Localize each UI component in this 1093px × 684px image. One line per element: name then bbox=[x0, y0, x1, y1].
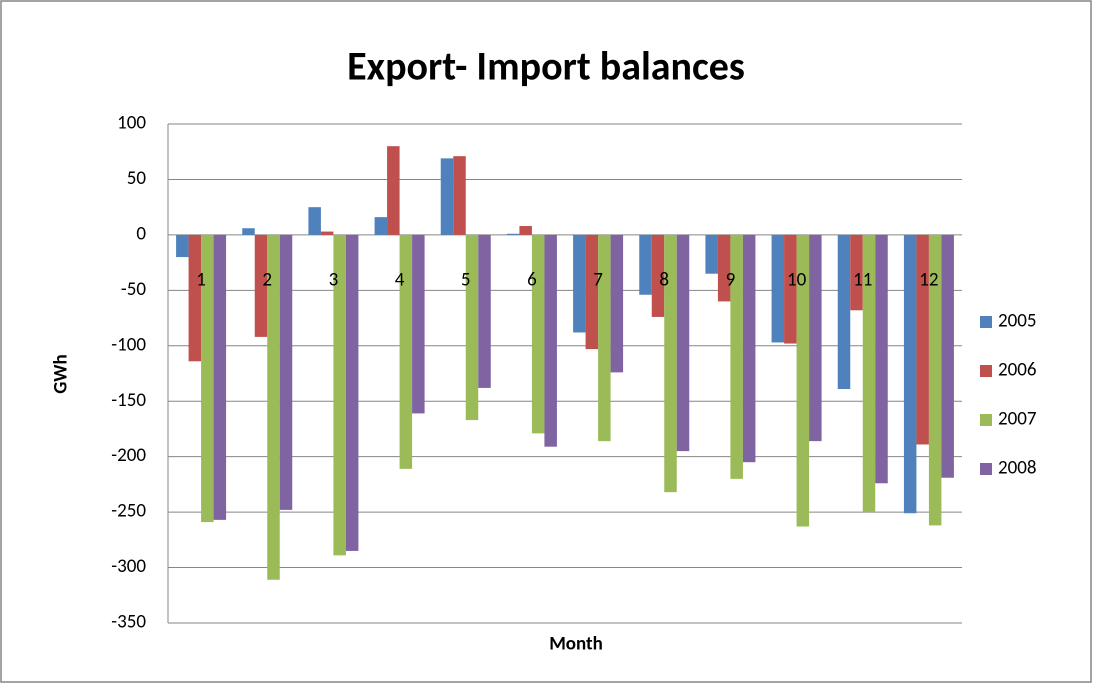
legend-label: 2007 bbox=[998, 408, 1037, 431]
bar bbox=[598, 234, 611, 442]
bar bbox=[506, 233, 520, 235]
y-tick-label: 50 bbox=[127, 167, 147, 190]
bar bbox=[639, 234, 652, 295]
bar bbox=[308, 207, 321, 235]
bar bbox=[717, 234, 731, 302]
y-tick-label: -50 bbox=[121, 278, 146, 301]
bar bbox=[242, 228, 255, 235]
y-tick-label: 100 bbox=[117, 112, 146, 135]
bar bbox=[585, 234, 599, 350]
x-tick-label: 1 bbox=[196, 268, 206, 291]
y-tick-label: -250 bbox=[111, 500, 146, 523]
x-tick-label: 6 bbox=[527, 268, 537, 291]
bar bbox=[664, 234, 677, 493]
bar bbox=[916, 234, 929, 445]
bar bbox=[705, 234, 718, 274]
bar bbox=[837, 234, 851, 390]
bar bbox=[320, 231, 334, 235]
x-tick-label: 9 bbox=[726, 268, 736, 291]
x-tick-label: 8 bbox=[659, 268, 669, 291]
bar bbox=[651, 234, 665, 317]
bar bbox=[519, 226, 532, 235]
chart-title: Export- Import balances bbox=[347, 42, 745, 91]
bar bbox=[453, 156, 466, 235]
y-tick-label: -100 bbox=[111, 333, 146, 356]
bar bbox=[345, 234, 359, 551]
bar bbox=[387, 146, 400, 235]
bar bbox=[742, 234, 756, 463]
bar bbox=[176, 234, 189, 258]
bar bbox=[796, 234, 810, 527]
bar bbox=[809, 234, 822, 442]
bar bbox=[928, 234, 942, 526]
y-tick-label: -300 bbox=[111, 555, 146, 578]
bar bbox=[862, 234, 876, 513]
legend-label: 2006 bbox=[998, 359, 1037, 382]
x-tick-label: 7 bbox=[593, 268, 603, 291]
legend-swatch bbox=[980, 365, 992, 377]
bar bbox=[771, 234, 785, 343]
x-tick-label: 2 bbox=[262, 268, 272, 291]
bar bbox=[213, 234, 227, 520]
bar bbox=[903, 234, 917, 514]
bar bbox=[201, 234, 214, 523]
bar bbox=[610, 234, 624, 373]
bar bbox=[676, 234, 690, 452]
bar bbox=[573, 234, 586, 333]
y-tick-label: 0 bbox=[136, 222, 146, 245]
x-tick-label: 11 bbox=[853, 268, 872, 291]
bar bbox=[374, 217, 388, 235]
y-tick-label: -200 bbox=[111, 444, 146, 467]
bar bbox=[531, 234, 545, 434]
bar bbox=[254, 234, 268, 337]
bar bbox=[440, 158, 454, 235]
bar bbox=[188, 234, 202, 362]
x-tick-label: 10 bbox=[787, 268, 807, 291]
y-tick-label: -350 bbox=[111, 611, 146, 634]
bar bbox=[941, 234, 954, 478]
bar bbox=[478, 234, 491, 388]
bar bbox=[544, 234, 557, 447]
bar bbox=[399, 234, 413, 469]
x-tick-label: 4 bbox=[395, 268, 405, 291]
x-tick-label: 5 bbox=[461, 268, 471, 291]
bar bbox=[730, 234, 743, 479]
legend-swatch bbox=[980, 316, 992, 328]
bar bbox=[784, 234, 797, 344]
bar bbox=[279, 234, 293, 510]
x-axis-label: Month bbox=[549, 633, 603, 656]
bar bbox=[412, 234, 425, 414]
legend-label: 2005 bbox=[998, 310, 1037, 333]
bar bbox=[333, 234, 346, 556]
x-tick-label: 12 bbox=[919, 268, 938, 291]
legend-swatch bbox=[980, 463, 992, 475]
y-tick-label: -150 bbox=[111, 389, 146, 412]
legend-swatch bbox=[980, 414, 992, 426]
y-axis-label: GWh bbox=[50, 354, 73, 393]
legend-label: 2008 bbox=[998, 457, 1037, 480]
bar bbox=[465, 234, 479, 421]
bar bbox=[850, 234, 863, 311]
bar bbox=[267, 234, 280, 580]
x-tick-label: 3 bbox=[329, 268, 339, 291]
bar bbox=[875, 234, 888, 484]
